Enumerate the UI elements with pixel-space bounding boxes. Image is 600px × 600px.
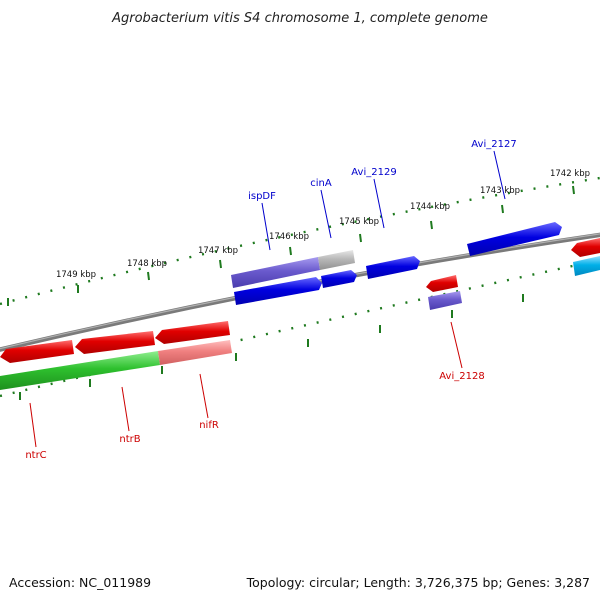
- gene-Avi_2128[interactable]: [428, 291, 462, 310]
- kbp-label-1747: 1747 kbp: [198, 246, 238, 256]
- gene-Avi_2129[interactable]: [366, 256, 420, 279]
- kbp-label-1746: 1746 kbp: [269, 232, 309, 242]
- label-cinA[interactable]: cinA: [310, 178, 332, 189]
- label-Avi_2128[interactable]: Avi_2128: [439, 371, 484, 382]
- label-Avi_2129[interactable]: Avi_2129: [351, 167, 396, 178]
- reverse-strand-genes: [0, 238, 600, 390]
- label-ntrC[interactable]: ntrC: [25, 450, 46, 461]
- gene-forward-2[interactable]: [321, 270, 357, 288]
- label-nifR[interactable]: nifR: [199, 420, 219, 431]
- label-ntrB[interactable]: ntrB: [119, 434, 140, 445]
- gene-reverse-3[interactable]: [155, 321, 230, 344]
- inner-major-ticks: [19, 294, 524, 400]
- gene-nifR[interactable]: [158, 340, 232, 365]
- gene-cyan-edge[interactable]: [573, 256, 600, 276]
- gene-reverse-1[interactable]: [0, 340, 74, 363]
- kbp-label-1742: 1742 kbp: [550, 169, 590, 179]
- gene-cinA[interactable]: [318, 250, 355, 270]
- gene-ntrC-ntrB[interactable]: [0, 351, 160, 390]
- kbp-label-1748: 1748 kbp: [127, 259, 167, 269]
- reverse-label-leaders: [29, 321, 463, 448]
- kbp-label-1743: 1743 kbp: [480, 186, 520, 196]
- gene-Avi_2127[interactable]: [467, 222, 562, 256]
- outer-major-ticks: [7, 185, 575, 306]
- accession-text: Accession: NC_011989: [9, 575, 152, 590]
- gene-reverse-edge[interactable]: [571, 238, 600, 257]
- gene-Avi_2128-a[interactable]: [426, 275, 458, 292]
- forward-label-leaders: [261, 150, 506, 251]
- topology-text: Topology: circular; Length: 3,726,375 bp…: [246, 575, 590, 590]
- kbp-label-1745: 1745 kbp: [339, 217, 379, 227]
- kbp-label-1749: 1749 kbp: [56, 270, 96, 280]
- map-title: Agrobacterium vitis S4 chromosome 1, com…: [111, 11, 488, 26]
- label-Avi_2127[interactable]: Avi_2127: [471, 139, 516, 150]
- kbp-label-1744: 1744 kbp: [410, 202, 450, 212]
- gene-ispDF[interactable]: [231, 257, 320, 288]
- gene-forward-1[interactable]: [234, 277, 322, 305]
- gene-reverse-2[interactable]: [75, 331, 155, 354]
- forward-strand-genes: [231, 222, 562, 305]
- label-ispDF[interactable]: ispDF: [248, 191, 276, 202]
